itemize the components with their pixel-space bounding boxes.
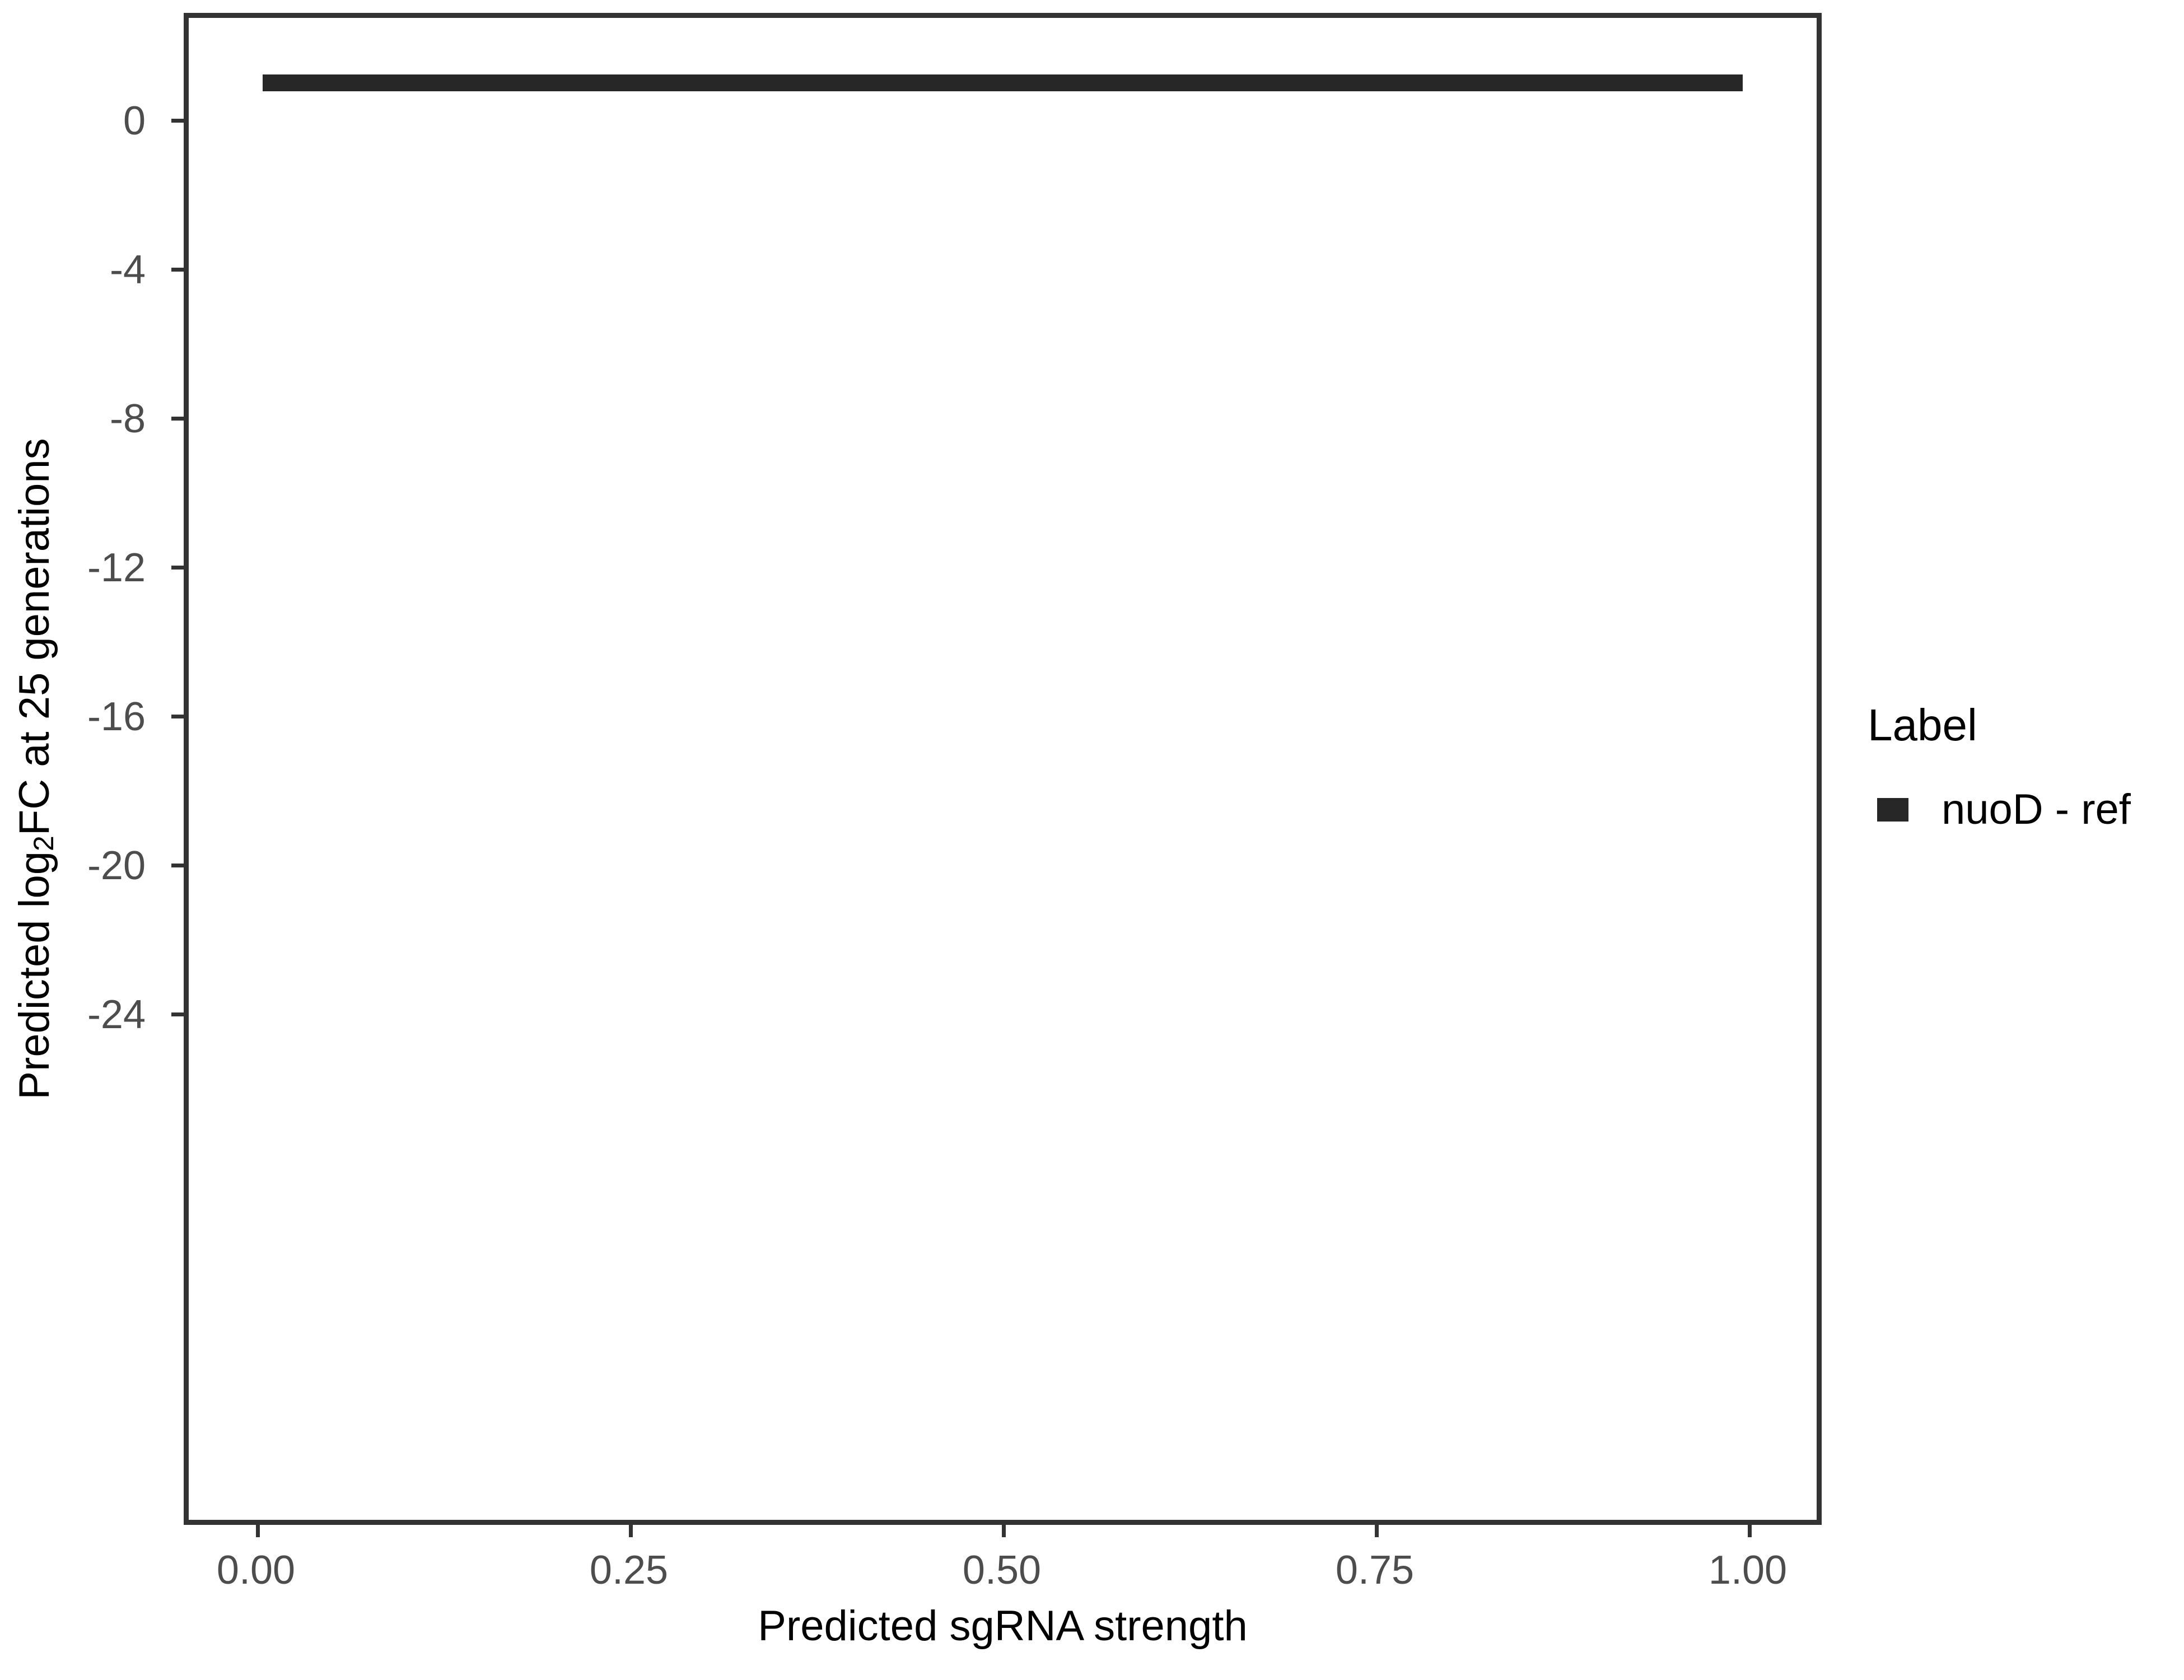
y-tick-mark-neg12 [171,566,184,570]
x-tick-label-050: 0.50 [962,1548,1042,1593]
y-tick-mark-neg20 [171,864,184,867]
plot-panel [184,13,1822,1525]
x-tick-mark-075 [1375,1525,1379,1537]
x-tick-label-000: 0.00 [216,1548,296,1593]
y-tick-mark-neg4 [171,268,184,272]
y-tick-label-neg12: -12 [87,545,146,590]
legend-title: Label [1868,700,1977,750]
legend-item-label: nuoD - ref [1942,786,2131,833]
x-tick-mark-000 [256,1525,260,1537]
legend-color-swatch-icon [1877,798,1908,822]
x-tick-label-025: 0.25 [589,1548,669,1593]
x-tick-mark-050 [1002,1525,1006,1537]
y-axis-title-post: FC at 25 generations [11,438,58,836]
x-tick-label-075: 0.75 [1335,1548,1415,1593]
series-line-nuoD-ref [263,74,1743,92]
x-tick-mark-100 [1748,1525,1752,1537]
x-tick-label-100: 1.00 [1708,1548,1788,1593]
y-tick-mark-neg8 [171,417,184,421]
legend-item-nuoD-ref[interactable]: nuoD - ref [1868,785,2170,835]
y-tick-label-neg20: -20 [87,843,146,888]
legend-key-swatch-container [1868,785,1918,835]
x-tick-mark-025 [629,1525,633,1537]
y-tick-label-neg24: -24 [87,992,146,1037]
x-axis-title: Predicted sgRNA strength [758,1602,1248,1650]
y-tick-label-neg8: -8 [109,396,146,441]
y-tick-label-neg16: -16 [87,694,146,739]
y-tick-mark-0 [171,119,184,123]
y-axis-title: Predicted log 2 FC at 25 generations [8,13,62,1525]
y-tick-label-neg4: -4 [109,248,146,292]
legend: Label nuoD - ref [1868,703,2170,835]
y-axis-title-pre: Predicted log [11,851,58,1100]
plot-area [189,18,1817,1520]
y-tick-mark-neg16 [171,715,184,718]
y-tick-mark-neg24 [171,1012,184,1016]
y-tick-label-0: 0 [123,99,146,143]
